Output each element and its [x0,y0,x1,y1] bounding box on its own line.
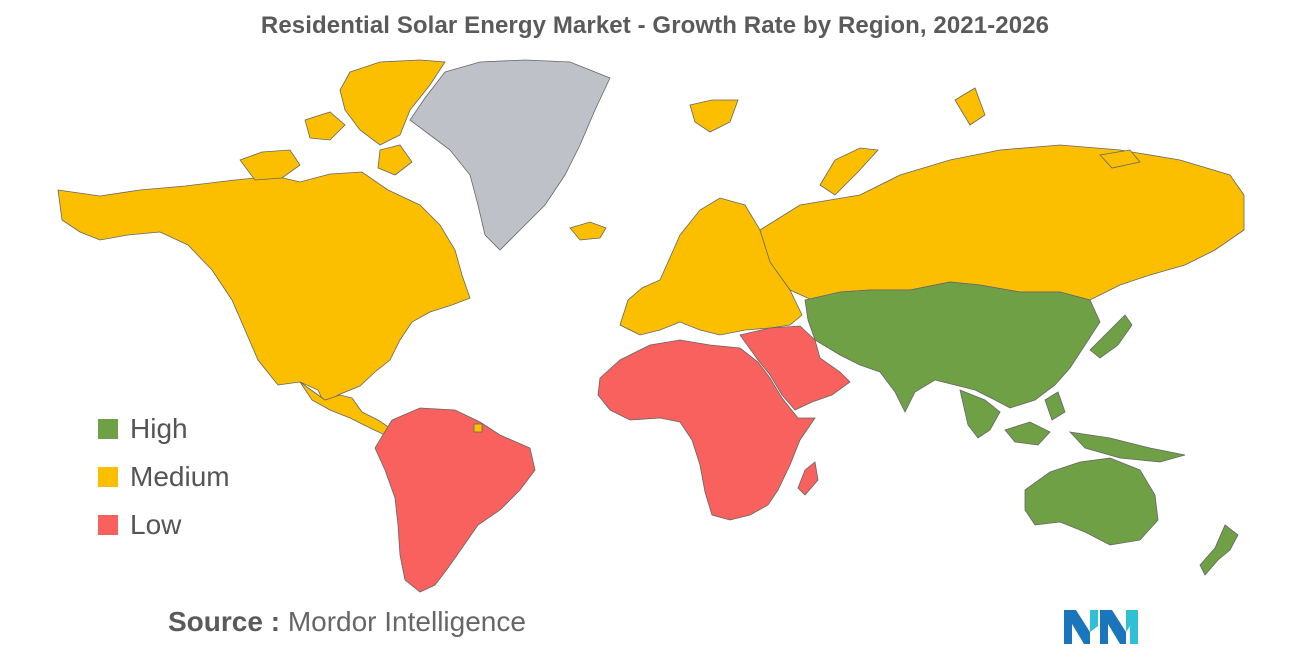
source-label: Source : [168,606,281,637]
legend-swatch-medium [98,467,118,487]
legend-label-medium: Medium [130,461,230,492]
region-middle-east [739,325,851,411]
region-canadian-arctic [239,59,446,181]
legend-item-low: Low [98,501,230,549]
region-north-america [57,171,471,406]
region-greenland [409,59,611,251]
region-new-zealand [1199,524,1239,576]
region-arctic-islands [954,87,1141,169]
region-iceland [569,221,607,241]
mordor-intelligence-logo [1064,610,1138,644]
source-text: Mordor Intelligence [287,606,526,637]
chart-title: Residential Solar Energy Market - Growth… [260,12,1050,39]
region-south-america [374,407,536,593]
legend-item-high: High [98,405,230,453]
region-asia [804,281,1101,413]
region-madagascar [797,461,819,496]
legend-swatch-high [98,419,118,439]
region-svalbard [689,99,739,133]
region-french-guiana [473,423,483,433]
region-australia [1024,457,1159,546]
legend-swatch-low [98,515,118,535]
legend-label-high: High [130,413,188,444]
region-japan [1089,314,1133,359]
legend-label-low: Low [130,509,182,540]
region-southeast-asia [959,389,1186,463]
region-africa [597,339,816,521]
legend-item-medium: Medium [98,453,230,501]
region-novaya-zemlya [819,147,879,196]
map-legend: High Medium Low [98,405,230,549]
source-credit: Source : Mordor Intelligence [168,606,526,638]
